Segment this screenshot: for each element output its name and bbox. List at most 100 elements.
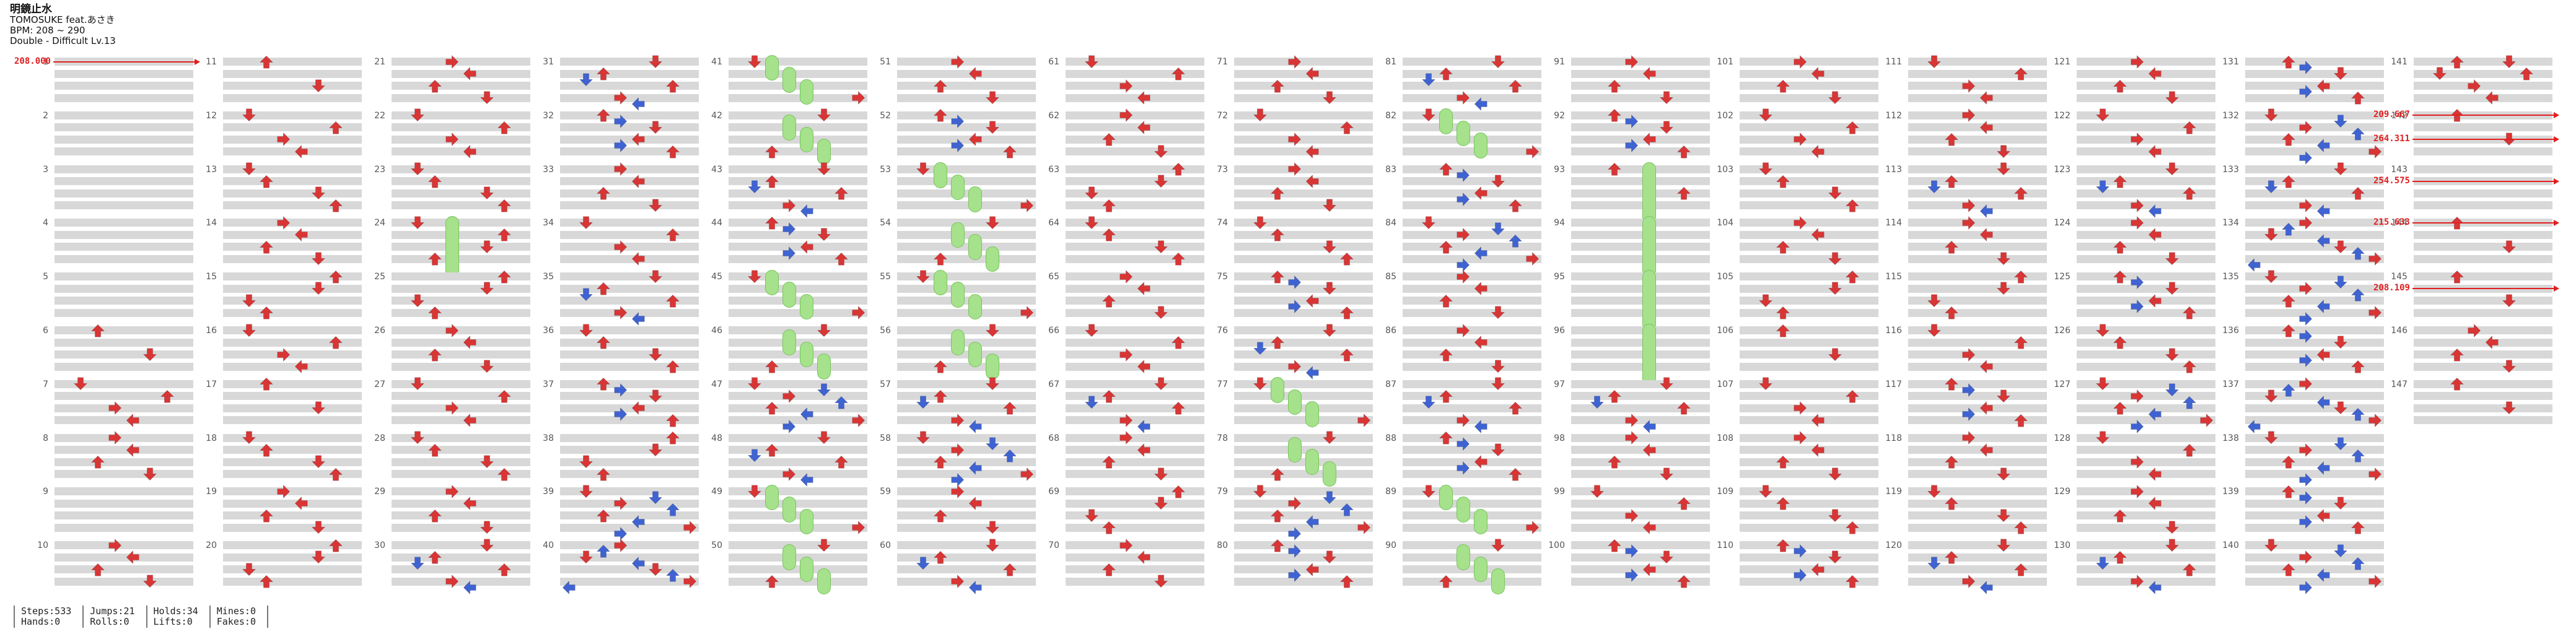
beat-line xyxy=(1908,458,2047,466)
beat-line xyxy=(55,577,193,586)
note-arrow-4th xyxy=(1642,132,1657,147)
note-arrow-4th xyxy=(631,251,646,266)
note-arrow-4th xyxy=(782,467,797,482)
beat-line xyxy=(897,297,1036,305)
hold-note xyxy=(951,282,965,308)
note-arrow-4th xyxy=(613,496,628,511)
note-arrow-8th xyxy=(1979,580,1994,595)
beat-line xyxy=(897,147,1036,156)
beat-line xyxy=(729,58,867,66)
note-arrow-4th xyxy=(665,79,680,93)
beat-line xyxy=(2077,541,2215,550)
beat-line xyxy=(392,111,530,119)
bpm-line-arrowhead-icon xyxy=(2554,285,2559,292)
beat-line xyxy=(897,565,1036,574)
beat-line xyxy=(729,254,867,263)
note-arrow-4th xyxy=(1944,454,1959,469)
beat-line xyxy=(392,243,530,251)
beat-line xyxy=(1740,58,1878,66)
note-arrow-4th xyxy=(276,347,291,362)
note-arrow-4th xyxy=(764,144,779,159)
hold-note xyxy=(986,246,999,272)
note-arrow-8th xyxy=(1084,395,1099,410)
measure-number: 23 xyxy=(374,164,385,175)
beat-line xyxy=(392,297,530,305)
beat-line xyxy=(560,189,699,198)
note-arrow-4th xyxy=(1339,347,1354,362)
note-arrow-4th xyxy=(259,443,274,458)
note-arrow-4th xyxy=(1322,281,1337,296)
note-arrow-4th xyxy=(1287,162,1302,176)
note-arrow-4th xyxy=(834,454,849,469)
note-arrow-4th xyxy=(1607,162,1622,176)
note-arrow-4th xyxy=(480,240,494,254)
note-arrow-4th xyxy=(1642,443,1657,458)
hold-note xyxy=(445,215,459,278)
note-arrow-4th xyxy=(1776,454,1790,469)
beat-line xyxy=(1403,308,1541,317)
note-arrow-4th xyxy=(1659,120,1674,135)
note-arrow-4th xyxy=(480,454,494,469)
note-arrow-8th xyxy=(2333,544,2348,558)
beat-line xyxy=(1908,272,2047,281)
measure-number: 88 xyxy=(1385,433,1396,443)
note-arrow-4th xyxy=(2182,443,2197,458)
note-arrow-4th xyxy=(445,484,460,499)
measure-number: 89 xyxy=(1385,487,1396,497)
note-arrow-4th xyxy=(480,90,494,105)
beat-line xyxy=(2077,446,2215,454)
beat-line xyxy=(223,135,362,144)
note-arrow-4th xyxy=(1119,108,1134,123)
beat-line xyxy=(560,565,699,574)
note-arrow-4th xyxy=(1508,467,1523,482)
hold-note xyxy=(1305,401,1319,427)
note-arrow-4th xyxy=(2502,401,2517,415)
note-arrow-8th xyxy=(2298,490,2313,505)
note-arrow-4th xyxy=(1357,520,1372,535)
note-arrow-4th xyxy=(242,162,256,176)
beat-line xyxy=(2077,201,2215,210)
note-arrow-4th xyxy=(1171,251,1186,266)
beat-line xyxy=(1066,577,1204,586)
note-arrow-4th xyxy=(1154,574,1168,589)
beat-line xyxy=(729,326,867,334)
beat-line xyxy=(2077,458,2215,466)
note-arrow-4th xyxy=(817,538,831,553)
note-arrow-4th xyxy=(933,454,948,469)
beat-line xyxy=(1740,433,1878,442)
note-arrow-4th xyxy=(1339,305,1354,320)
note-arrow-4th xyxy=(311,251,326,266)
beat-line xyxy=(1066,243,1204,251)
note-arrow-4th xyxy=(462,335,477,350)
beat-line xyxy=(560,147,699,156)
note-arrow-4th xyxy=(764,359,779,374)
note-arrow-4th xyxy=(1607,79,1622,93)
note-arrow-4th xyxy=(462,496,477,511)
note-arrow-8th xyxy=(579,72,594,87)
beat-line xyxy=(1571,511,1710,520)
note-arrow-8th xyxy=(817,383,831,397)
note-arrow-4th xyxy=(1810,66,1825,81)
measure-number: 147 xyxy=(2391,379,2407,389)
note-arrow-4th xyxy=(2264,389,2279,404)
note-arrow-4th xyxy=(1624,413,1639,428)
note-arrow-4th xyxy=(90,454,105,469)
beat-line xyxy=(2414,123,2552,132)
note-arrow-4th xyxy=(1253,484,1268,499)
beat-line xyxy=(1403,470,1541,479)
measure-number: 21 xyxy=(374,57,385,67)
note-arrow-4th xyxy=(1270,79,1285,93)
measure-number: 16 xyxy=(206,326,217,336)
beat-line xyxy=(2077,189,2215,198)
beat-line xyxy=(1403,565,1541,574)
note-arrow-4th xyxy=(1845,389,1860,404)
beat-line xyxy=(55,565,193,574)
beat-line xyxy=(729,350,867,358)
beat-line xyxy=(2245,135,2384,144)
beat-line xyxy=(1908,93,2047,102)
note-arrow-4th xyxy=(2095,108,2110,123)
note-arrow-4th xyxy=(1456,269,1471,284)
measure-number: 60 xyxy=(880,541,891,551)
note-arrow-8th xyxy=(799,204,814,219)
bpm-value: 254.575 xyxy=(2373,175,2410,186)
